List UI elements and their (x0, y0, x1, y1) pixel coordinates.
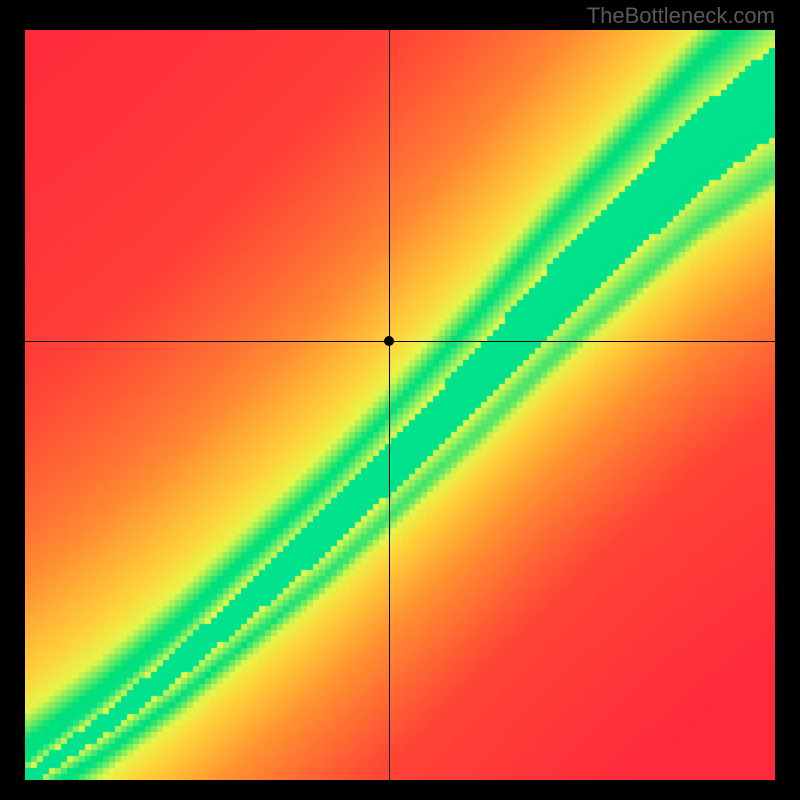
chart-container: TheBottleneck.com (0, 0, 800, 800)
heatmap-canvas (25, 30, 775, 780)
watermark-text: TheBottleneck.com (587, 3, 775, 29)
plot-area (25, 30, 775, 780)
